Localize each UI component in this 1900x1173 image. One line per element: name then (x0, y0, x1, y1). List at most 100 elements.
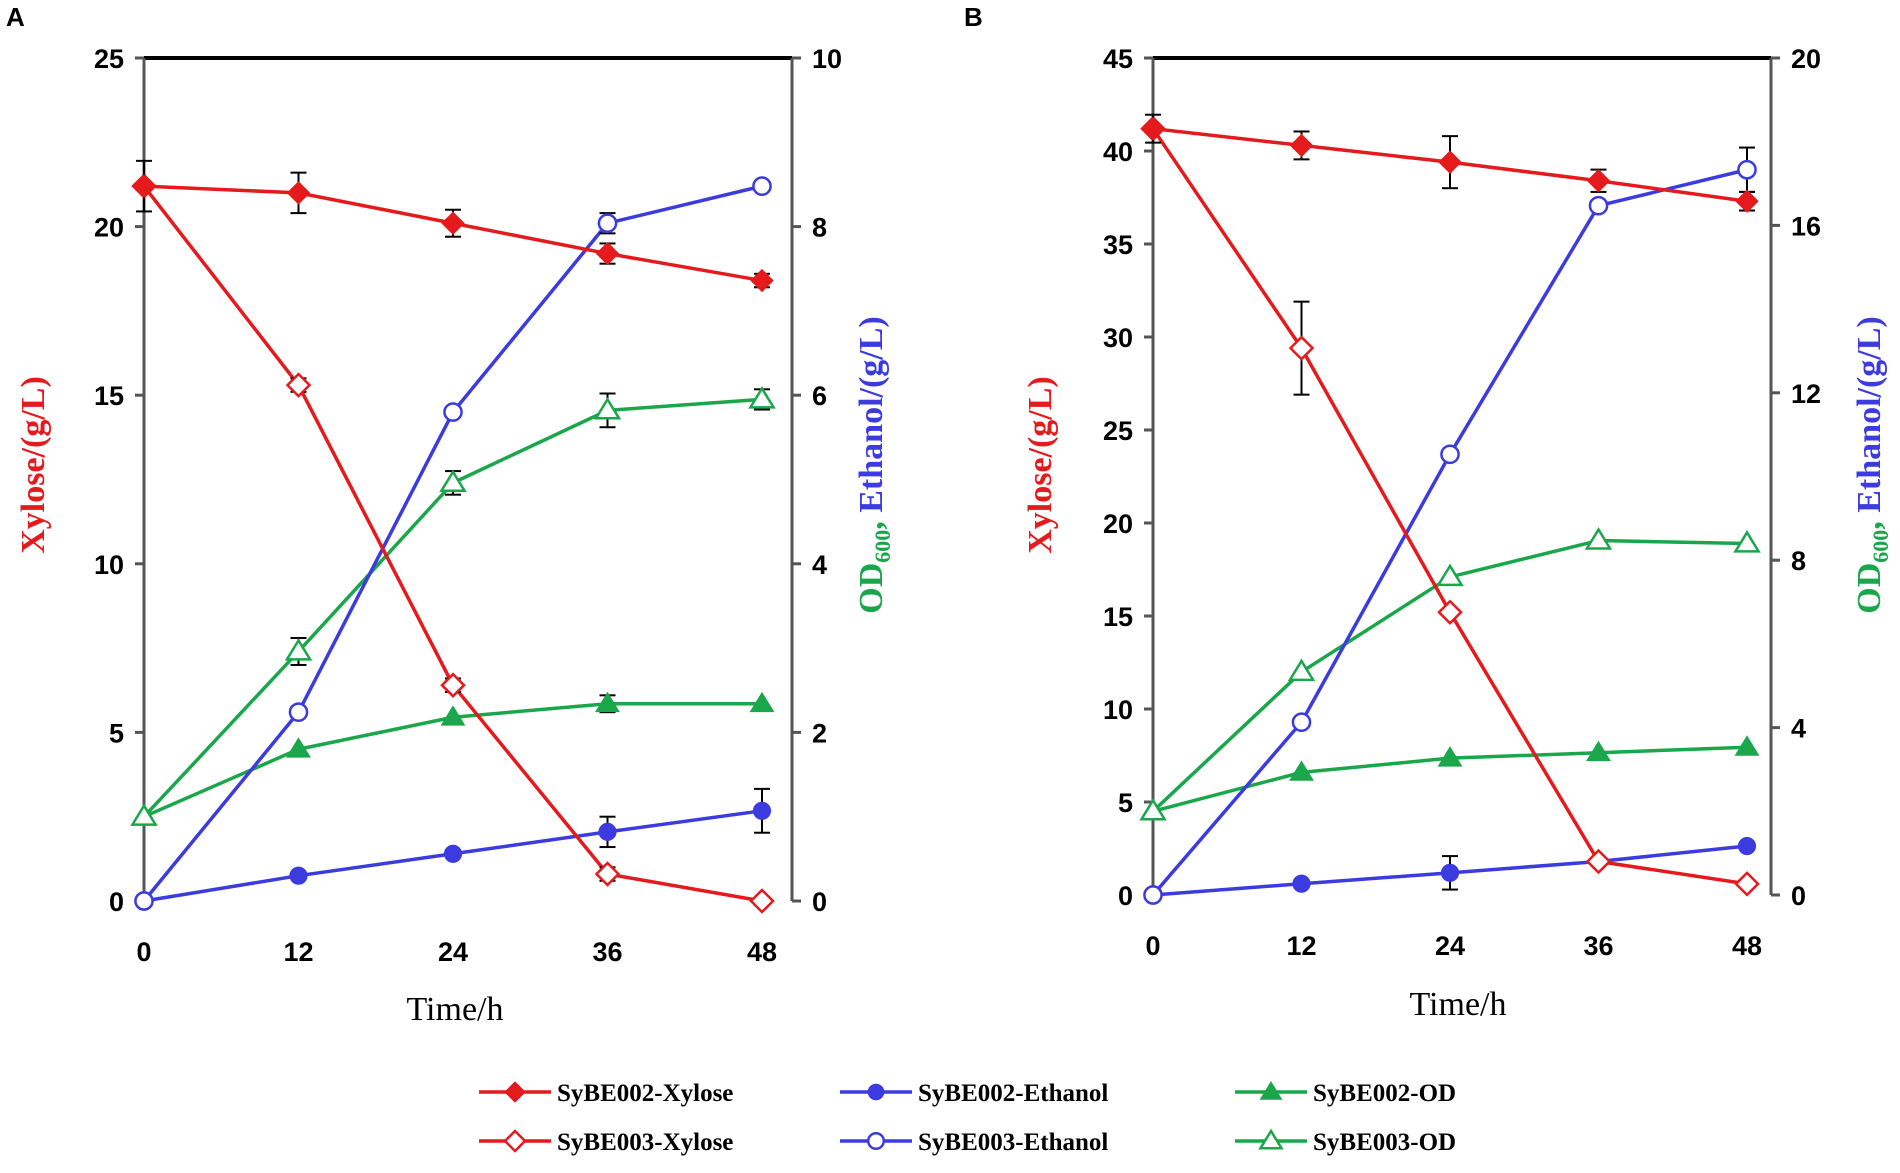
data-point-sybe003-ethanol (134, 891, 154, 911)
left-tick-label: 45 (1103, 44, 1133, 74)
legend-label: SyBE002-Ethanol (918, 1080, 1108, 1107)
legend-marker (1259, 1081, 1283, 1100)
right-tick-label: 2 (812, 718, 827, 748)
legend-marker (866, 1131, 886, 1151)
right-tick-label: 20 (1791, 44, 1821, 74)
data-point-sybe003-od (1584, 527, 1613, 550)
data-point-sybe003-od (284, 638, 313, 661)
right-tick-label: 8 (812, 213, 827, 243)
data-point-sybe002-xylose (1586, 169, 1611, 193)
right-axis-label-subscript: 600 (870, 530, 895, 563)
data-point-sybe002-od (749, 691, 775, 713)
right-tick-label: 4 (812, 550, 827, 580)
data-point-sybe003-ethanol (1737, 159, 1757, 180)
data-point-sybe002-ethanol (289, 866, 308, 885)
data-point-sybe003-xylose (440, 672, 466, 698)
right-axis-label-ethanol: Ethanol/(g/L) (1851, 316, 1888, 512)
x-tick-label: 36 (1583, 931, 1613, 961)
legend-item-sybe003-ethanol: SyBE003-Ethanol (840, 1129, 1108, 1156)
legend-item-sybe002-od: SyBE002-OD (1235, 1080, 1456, 1107)
data-point-sybe002-xylose (595, 241, 620, 266)
left-axis-label: Xylose/(g/L) (1022, 376, 1059, 554)
data-point-sybe002-od (1586, 740, 1611, 762)
series-line-sybe003-xylose (1151, 127, 1748, 886)
left-tick-label: 35 (1103, 230, 1133, 260)
series-sybe003-od (130, 386, 776, 826)
data-point-sybe003-xylose (594, 861, 621, 887)
data-point-sybe002-xylose (132, 174, 156, 198)
data-point-sybe002-xylose (286, 181, 311, 205)
data-point-sybe002-od (440, 705, 466, 726)
data-point-sybe003-ethanol (1143, 885, 1163, 905)
right-axis-label-od: OD (853, 563, 890, 614)
data-point-sybe003-xylose (1288, 335, 1315, 361)
legend-marker (867, 1083, 885, 1101)
data-point-sybe002-od (1437, 746, 1463, 767)
legend-item-sybe003-od: SyBE003-OD (1235, 1128, 1456, 1156)
legend-label: SyBE003-OD (1313, 1129, 1456, 1156)
left-tick-label: 15 (94, 381, 124, 411)
right-axis-label-separator: , (853, 513, 890, 530)
x-axis-label: Time/h (1409, 986, 1506, 1023)
right-tick-label: 6 (812, 381, 827, 411)
series-sybe002-ethanol (134, 787, 772, 911)
data-point-sybe002-xylose (1438, 150, 1462, 174)
legend-item-sybe003-xylose: SyBE003-Xylose (479, 1129, 733, 1156)
data-point-sybe003-ethanol (1291, 712, 1312, 732)
left-tick-label: 25 (94, 44, 124, 74)
series-line-sybe003-ethanol (142, 184, 763, 903)
right-axis-label-ethanol: Ethanol/(g/L) (853, 316, 890, 512)
data-point-sybe002-xylose (1289, 133, 1314, 158)
right-tick-label: 8 (1791, 546, 1806, 576)
panel-letter: A (6, 2, 25, 32)
right-tick-label: 10 (812, 44, 842, 74)
legend-label: SyBE003-Xylose (557, 1129, 733, 1156)
series-sybe002-od (1140, 735, 1760, 820)
data-point-sybe003-od (748, 386, 776, 409)
data-point-sybe002-ethanol (1737, 836, 1757, 856)
data-point-sybe003-od (1139, 797, 1167, 821)
data-point-sybe002-od (1734, 735, 1760, 756)
right-tick-label: 0 (812, 887, 827, 917)
data-point-sybe002-xylose (441, 211, 465, 235)
panel-letter: B (964, 2, 983, 32)
series-line-sybe003-od (142, 397, 763, 818)
right-axis-label-subscript: 600 (1868, 530, 1893, 563)
data-point-sybe003-xylose (1734, 871, 1760, 897)
right-tick-label: 4 (1791, 714, 1806, 744)
series-sybe003-xylose (1140, 115, 1760, 897)
series-line-sybe003-xylose (142, 185, 763, 903)
data-point-sybe003-ethanol (443, 402, 463, 422)
legend-marker (504, 1081, 526, 1103)
right-tick-label: 12 (1791, 379, 1821, 409)
x-tick-label: 24 (1435, 931, 1465, 961)
x-tick-label: 12 (1286, 931, 1316, 961)
right-tick-label: 16 (1791, 211, 1821, 241)
data-point-sybe003-ethanol (597, 213, 618, 234)
legend-marker (503, 1129, 527, 1153)
left-axis-label: Xylose/(g/L) (15, 376, 52, 554)
data-point-sybe003-ethanol (288, 702, 309, 722)
right-axis-label-separator: , (1851, 513, 1888, 530)
legend-label: SyBE002-Xylose (557, 1080, 733, 1107)
legend-item-sybe002-ethanol: SyBE002-Ethanol (840, 1080, 1108, 1107)
x-tick-label: 24 (438, 937, 468, 967)
left-tick-label: 20 (94, 213, 124, 243)
data-point-sybe003-xylose (285, 372, 312, 398)
series-sybe003-ethanol (1143, 146, 1757, 905)
left-tick-label: 20 (1103, 509, 1133, 539)
data-point-sybe002-od (1289, 760, 1314, 781)
x-tick-label: 48 (747, 937, 777, 967)
series-sybe002-xylose (132, 159, 774, 293)
x-tick-label: 36 (592, 937, 622, 967)
data-point-sybe002-od (595, 691, 620, 713)
x-tick-label: 48 (1732, 931, 1762, 961)
series-sybe002-xylose (1141, 113, 1759, 213)
left-tick-label: 5 (1118, 788, 1133, 818)
legend-label: SyBE003-Ethanol (918, 1129, 1108, 1156)
data-point-sybe003-xylose (1437, 599, 1463, 626)
x-tick-label: 12 (283, 937, 313, 967)
